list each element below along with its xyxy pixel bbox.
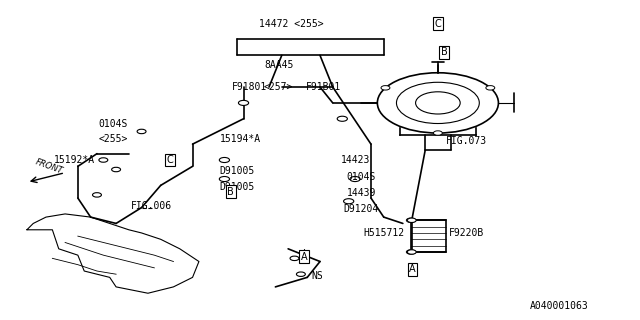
Text: C: C (435, 19, 441, 28)
Circle shape (433, 131, 442, 135)
Text: C: C (167, 155, 173, 165)
Text: F91801: F91801 (232, 82, 268, 92)
Circle shape (99, 158, 108, 162)
Circle shape (220, 157, 230, 163)
Circle shape (137, 129, 146, 134)
Circle shape (407, 250, 416, 254)
Bar (411, 220, 446, 252)
Text: FRONT: FRONT (34, 157, 64, 176)
Text: 14439: 14439 (347, 188, 376, 198)
Text: 8AA45: 8AA45 (264, 60, 293, 70)
Text: 0104S: 0104S (347, 172, 376, 182)
Circle shape (220, 177, 230, 181)
Text: B: B (441, 47, 447, 57)
Circle shape (337, 116, 348, 121)
Text: F9220B: F9220B (449, 228, 484, 238)
Text: F91B01: F91B01 (305, 82, 341, 92)
Text: B: B (227, 187, 234, 197)
Text: 15192*A: 15192*A (54, 155, 95, 165)
Text: D91204: D91204 (344, 204, 379, 214)
Circle shape (407, 218, 416, 222)
Text: NS: NS (311, 271, 323, 281)
Text: A: A (301, 252, 307, 262)
Text: 15194*A: 15194*A (220, 134, 261, 144)
Circle shape (344, 199, 354, 204)
Circle shape (406, 218, 415, 222)
Text: 14472 <255>: 14472 <255> (259, 19, 324, 28)
Circle shape (350, 177, 360, 181)
Text: <257>: <257> (264, 82, 293, 92)
Text: <255>: <255> (98, 134, 127, 144)
Text: FIG.006: FIG.006 (131, 201, 172, 211)
Text: H515712: H515712 (363, 228, 404, 238)
Text: D91005: D91005 (220, 166, 255, 176)
Text: A: A (409, 264, 416, 275)
Circle shape (111, 167, 120, 172)
Circle shape (486, 86, 495, 90)
Text: 14423: 14423 (340, 155, 370, 165)
Text: FIG.073: FIG.073 (446, 136, 487, 146)
Circle shape (239, 100, 248, 105)
Text: A040001063: A040001063 (529, 301, 588, 311)
Circle shape (381, 86, 390, 90)
Circle shape (93, 193, 101, 197)
Circle shape (406, 250, 415, 254)
Circle shape (296, 272, 305, 276)
Text: D91005: D91005 (220, 182, 255, 192)
Text: 0104S: 0104S (98, 118, 127, 129)
Circle shape (290, 256, 299, 260)
